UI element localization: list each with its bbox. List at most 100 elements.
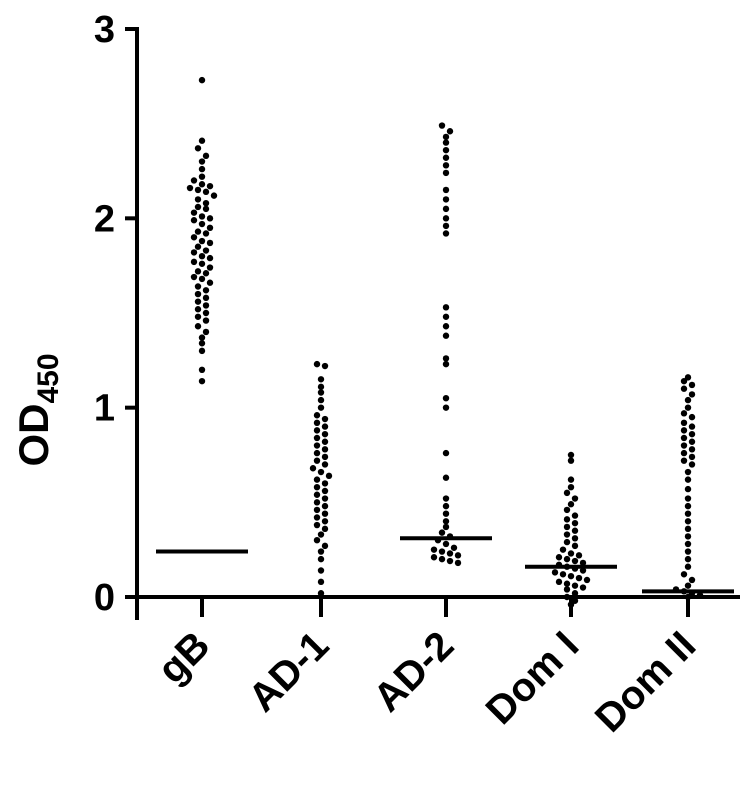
data-point xyxy=(194,268,202,275)
data-point xyxy=(313,521,321,529)
data-point xyxy=(206,182,214,190)
data-point xyxy=(194,298,202,305)
data-point xyxy=(317,383,325,391)
data-point xyxy=(317,578,325,586)
y-tick-label: 2 xyxy=(94,198,115,240)
data-point xyxy=(571,519,579,527)
data-point xyxy=(438,122,446,129)
data-point xyxy=(684,533,692,540)
data-point xyxy=(442,205,450,213)
data-point xyxy=(190,249,198,256)
data-point xyxy=(684,468,692,476)
data-point xyxy=(442,230,450,237)
data-point xyxy=(680,385,688,392)
data-point xyxy=(313,483,321,491)
data-point xyxy=(198,253,206,260)
data-point xyxy=(575,552,583,559)
data-point xyxy=(438,555,446,563)
data-point xyxy=(442,355,450,362)
data-point xyxy=(684,555,692,563)
data-point xyxy=(688,438,696,445)
data-point xyxy=(688,423,696,430)
data-point xyxy=(206,215,214,222)
data-point xyxy=(202,302,210,309)
data-point xyxy=(313,506,321,514)
data-point xyxy=(202,205,210,213)
data-point xyxy=(313,476,321,483)
data-point xyxy=(430,546,438,553)
data-point xyxy=(571,582,579,589)
data-point xyxy=(313,449,321,457)
data-point xyxy=(317,389,325,396)
data-point xyxy=(571,557,579,565)
data-point xyxy=(198,220,206,228)
data-point xyxy=(442,540,450,548)
data-point xyxy=(313,537,321,544)
median-lines xyxy=(156,536,734,594)
data-point xyxy=(684,476,692,483)
data-point xyxy=(696,591,704,599)
data-point xyxy=(438,548,446,555)
data-point xyxy=(198,340,206,347)
data-point xyxy=(442,404,450,411)
data-point xyxy=(194,186,202,194)
data-point xyxy=(684,582,692,589)
data-point xyxy=(688,391,696,398)
data-point xyxy=(194,196,202,203)
data-point xyxy=(442,133,450,141)
data-point xyxy=(202,270,210,277)
data-point xyxy=(198,158,206,165)
data-point xyxy=(321,423,329,430)
data-point xyxy=(563,555,571,563)
data-point xyxy=(567,572,575,580)
data-point xyxy=(321,430,329,438)
data-point xyxy=(194,290,202,298)
data-point xyxy=(321,510,329,517)
data-point xyxy=(446,128,454,135)
data-point xyxy=(442,186,450,194)
data-point xyxy=(563,580,571,587)
data-point xyxy=(563,506,571,514)
data-point xyxy=(571,590,579,597)
data-point xyxy=(684,593,692,601)
category-label: AD-2 xyxy=(365,623,462,720)
data-point xyxy=(442,449,450,457)
data-point xyxy=(563,489,571,497)
y-axis-title-main: OD xyxy=(10,404,57,467)
data-point xyxy=(198,275,206,283)
data-point xyxy=(684,525,692,533)
category-label: Dom I xyxy=(478,623,588,733)
data-point xyxy=(190,177,198,184)
data-point xyxy=(190,234,198,241)
data-point xyxy=(321,438,329,445)
data-point xyxy=(551,569,559,576)
data-point xyxy=(313,419,321,427)
data-point xyxy=(321,480,329,487)
data-point xyxy=(684,495,692,502)
data-point xyxy=(313,427,321,434)
data-point xyxy=(198,137,206,144)
data-point xyxy=(688,381,696,389)
data-point xyxy=(206,279,214,286)
data-point xyxy=(317,396,325,404)
data-point xyxy=(442,154,450,161)
data-point xyxy=(680,457,688,464)
data-point xyxy=(454,552,462,559)
data-point xyxy=(202,230,210,237)
data-point xyxy=(194,203,202,211)
data-point xyxy=(567,451,575,459)
data-point xyxy=(202,247,210,254)
data-point xyxy=(571,495,579,502)
data-point xyxy=(442,222,450,230)
data-point xyxy=(442,360,450,368)
data-point xyxy=(206,239,214,247)
data-point xyxy=(563,516,571,523)
data-point xyxy=(680,419,688,427)
data-point xyxy=(321,415,329,423)
data-point xyxy=(579,559,587,567)
data-point xyxy=(202,199,210,207)
data-point xyxy=(202,152,210,160)
data-point xyxy=(430,554,438,561)
y-tick-label: 1 xyxy=(94,388,115,430)
data-point xyxy=(321,461,329,468)
